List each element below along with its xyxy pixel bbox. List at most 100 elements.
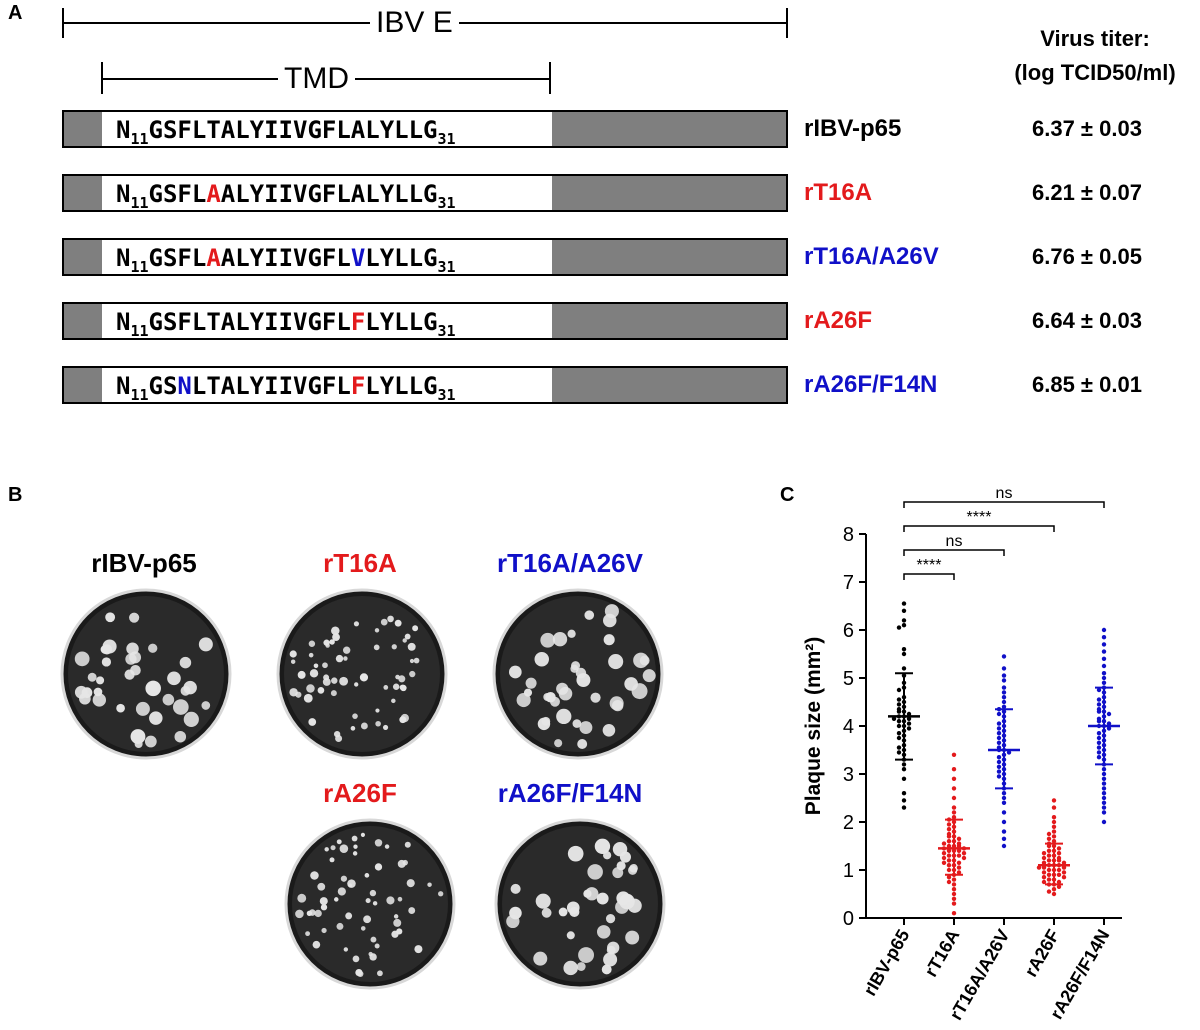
plaque (322, 677, 331, 686)
residues: N (116, 180, 131, 208)
plaque (336, 922, 344, 930)
plate-label: rA26F (323, 778, 397, 808)
data-point (1001, 695, 1007, 700)
data-point (906, 711, 912, 717)
plaque (321, 927, 327, 934)
ibv-e-label: IBV E (370, 8, 459, 38)
plaque (605, 914, 616, 924)
series-rA26F/F14N (1088, 627, 1120, 825)
data-point (1101, 776, 1107, 781)
virus-titer: 6.76 ± 0.05 (1032, 244, 1142, 269)
data-point (996, 735, 1002, 741)
plaque (583, 889, 592, 898)
panel-b-letter: B (8, 484, 23, 506)
variant-label: rT16A (804, 179, 873, 206)
data-point (1106, 721, 1112, 726)
plaque (384, 844, 390, 849)
data-point (1096, 735, 1102, 741)
data-point (941, 860, 947, 865)
plaque (594, 838, 611, 854)
data-point (1001, 800, 1007, 805)
data-point (951, 795, 957, 801)
data-point (1051, 798, 1057, 803)
y-tick-label: 8 (843, 524, 854, 546)
residues: LYLLG (365, 372, 438, 400)
plate-cell-layer (292, 826, 448, 982)
data-point (1051, 839, 1057, 844)
plaque (297, 893, 307, 903)
variant-label: rT16A/A26V (804, 243, 939, 270)
x-tick-label: rIBV-p65 (860, 926, 914, 999)
plaque (554, 739, 563, 748)
plaque (625, 930, 640, 945)
culture-plate (276, 588, 448, 760)
plaque (603, 952, 618, 967)
data-point (951, 776, 957, 781)
data-point (901, 601, 907, 606)
data-point (951, 767, 957, 772)
sequence-text: N11GSNLTALYIIVGFLFLYLLG31 (116, 370, 456, 404)
plaque (397, 896, 403, 902)
series-rT16A (938, 752, 970, 916)
x-tick-label: rA26F (1021, 926, 1064, 980)
data-point (1051, 805, 1057, 810)
plaque (343, 656, 348, 661)
data-point (996, 755, 1002, 760)
plaque (566, 931, 575, 940)
plaque (427, 882, 432, 887)
plaque (597, 925, 611, 939)
data-point (896, 745, 902, 750)
plaque (348, 883, 353, 888)
plaque (438, 891, 444, 897)
residues: N (116, 372, 131, 400)
plaque (393, 914, 399, 919)
data-point (951, 896, 957, 901)
data-point (1101, 642, 1107, 647)
plate-label: rA26F/F14N (497, 778, 643, 808)
data-point (901, 666, 907, 671)
culture-plate (284, 818, 456, 990)
plaque (525, 677, 537, 689)
plaque (596, 892, 609, 905)
data-point (896, 702, 902, 707)
plaque (162, 693, 175, 706)
plaque (377, 970, 383, 977)
plaque (148, 681, 158, 691)
data-point (906, 726, 912, 731)
plaque (387, 615, 394, 623)
data-point (1051, 829, 1057, 834)
residues: GSFLTALYIIVGFL (148, 308, 351, 336)
data-point (1041, 875, 1047, 880)
plaque (391, 698, 396, 704)
plaque (125, 653, 137, 665)
plaque (360, 832, 366, 837)
plaque (374, 943, 380, 949)
residues: ALYIIVGFLALYLLG (220, 180, 438, 208)
plaque (329, 857, 335, 863)
data-point (996, 721, 1002, 726)
data-point (1001, 699, 1007, 705)
data-point (951, 815, 957, 820)
plaque (612, 867, 624, 879)
data-point (1096, 755, 1102, 760)
data-point (946, 853, 952, 858)
plaque (601, 964, 612, 975)
data-point (906, 721, 912, 726)
variant-label: rA26F/F14N (804, 371, 938, 398)
data-point (946, 839, 952, 844)
plaque (179, 656, 192, 669)
plaque (126, 642, 139, 655)
residue-number: 11 (130, 386, 149, 404)
data-point (1101, 771, 1107, 777)
residue-number: 31 (437, 322, 456, 340)
data-point (901, 618, 907, 623)
plaque (609, 696, 624, 711)
plaque (391, 930, 399, 938)
tmd-region: N11GSNLTALYIIVGFLFLYLLG31 (102, 368, 552, 404)
residues: LTALYIIVGFL (191, 372, 351, 400)
tmd-bracket-right (549, 62, 551, 94)
plaque (340, 875, 348, 882)
significance-bracket (903, 501, 1105, 508)
plaque (369, 953, 377, 961)
data-point (1046, 853, 1052, 858)
